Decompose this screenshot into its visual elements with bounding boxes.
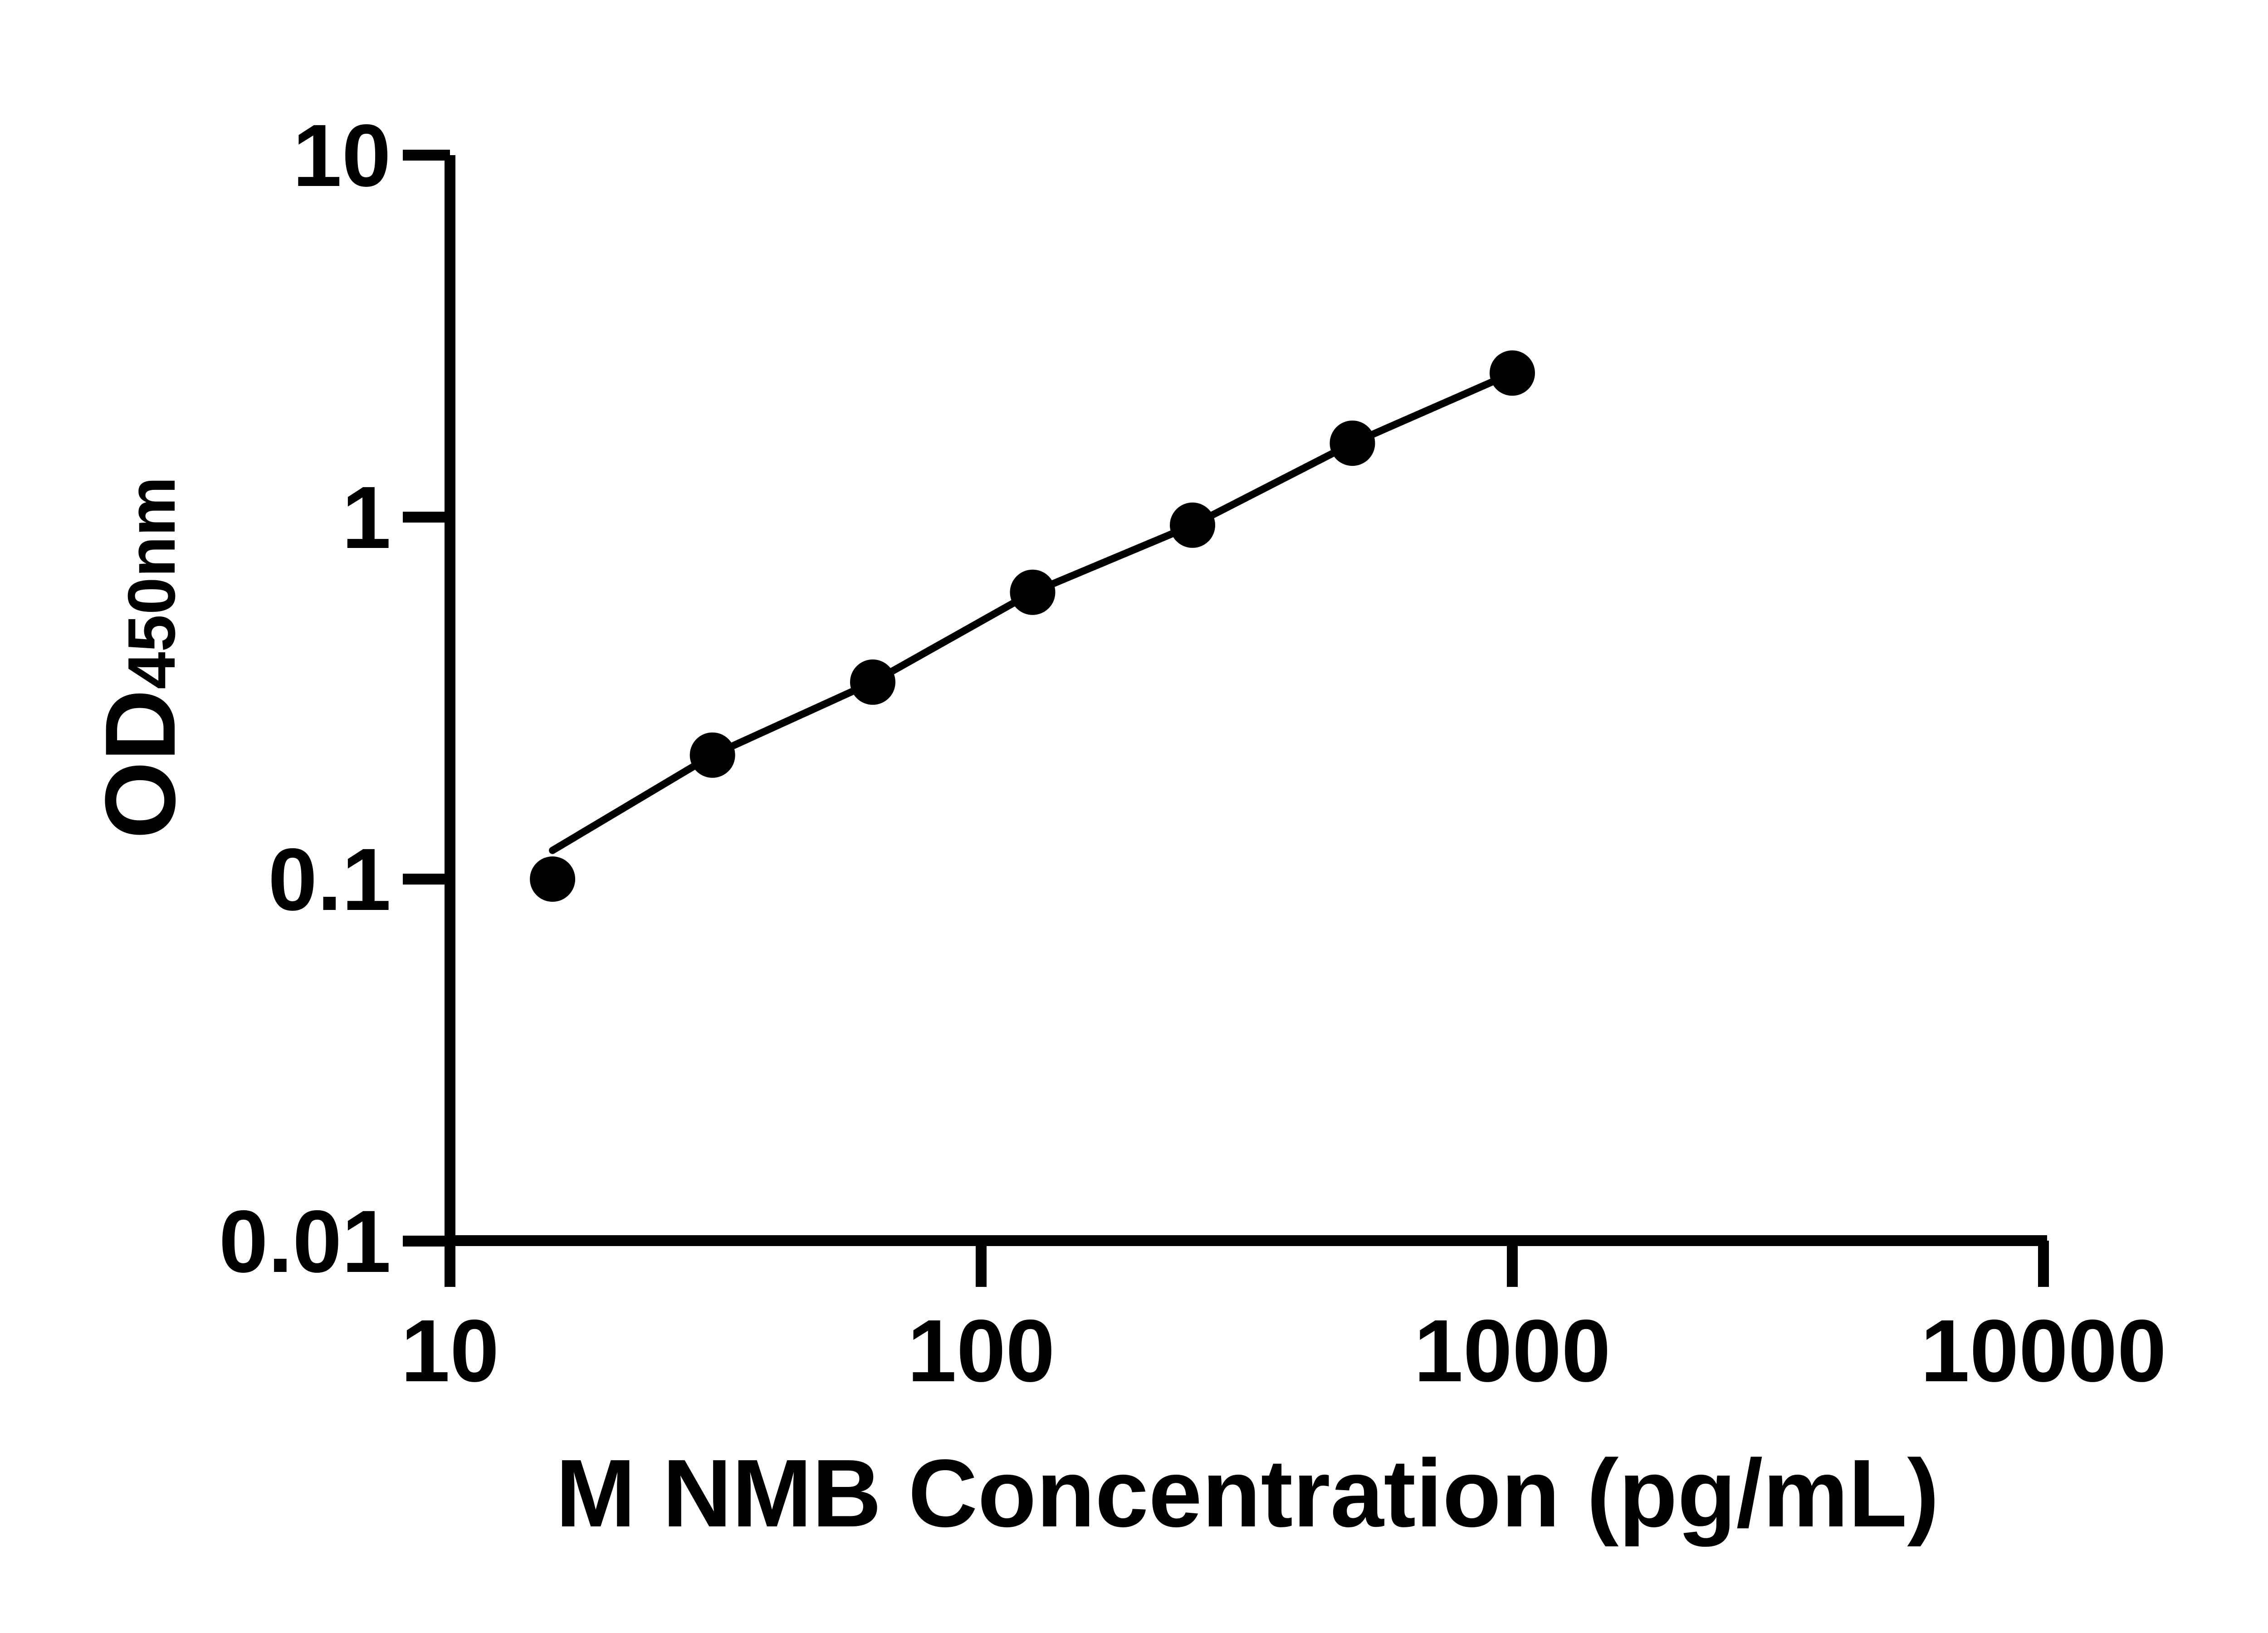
data-point [850, 659, 895, 705]
x-tick-label: 10000 [1921, 1301, 2166, 1400]
data-point [1010, 569, 1056, 615]
y-axis-title-sub: 450nm [114, 477, 189, 689]
y-tick-label: 0.1 [268, 830, 391, 929]
data-point [1170, 502, 1215, 548]
y-axis-title: OD450nm [84, 477, 196, 839]
data-point [1330, 420, 1375, 466]
y-tick-label: 0.01 [219, 1192, 391, 1291]
data-point [689, 732, 735, 778]
y-tick-label: 1 [342, 468, 391, 567]
x-tick-label: 10 [401, 1301, 499, 1400]
y-tick-label: 10 [293, 106, 391, 205]
x-tick-label: 1000 [1414, 1301, 1611, 1400]
x-tick-label: 100 [907, 1301, 1055, 1400]
data-point [1490, 350, 1535, 396]
x-axis-title: M NMB Concentration (pg/mL) [556, 1439, 1939, 1547]
data-point [530, 856, 576, 902]
y-axis-title-main: OD [84, 689, 196, 839]
